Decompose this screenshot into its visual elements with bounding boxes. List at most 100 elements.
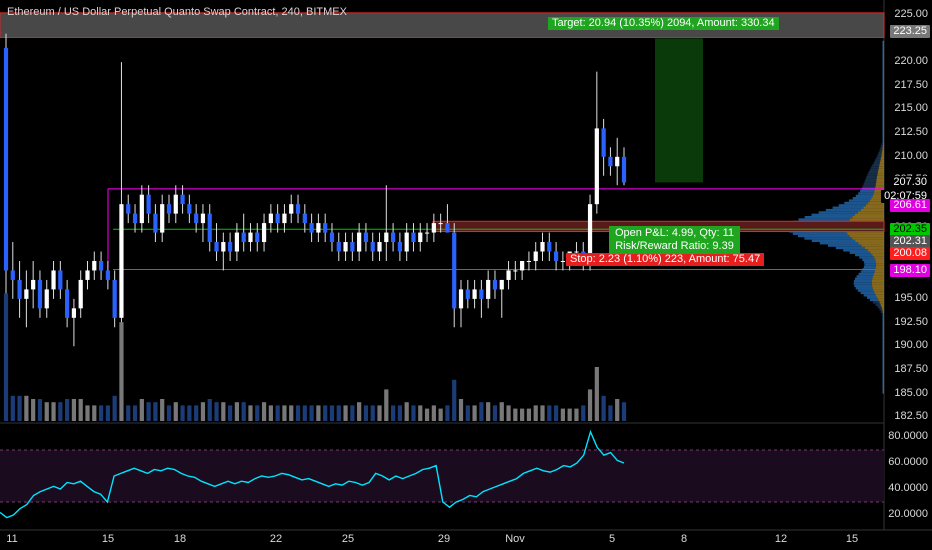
profile-bar-gold xyxy=(855,213,884,216)
volume-bar xyxy=(547,405,552,421)
candle-body xyxy=(533,251,538,261)
profile-bar xyxy=(882,90,884,93)
time-tick-label: 15 xyxy=(101,533,115,545)
profile-bar-gold xyxy=(870,251,884,254)
rsi-tick-label: 40.0000 xyxy=(888,482,928,494)
profile-bar-gold xyxy=(873,275,884,278)
profile-bar xyxy=(882,52,884,55)
price-tag: 200.08 xyxy=(890,247,930,261)
profile-bar xyxy=(882,50,884,53)
profile-bar xyxy=(868,171,878,174)
profile-bar-gold xyxy=(883,374,884,378)
candle-body xyxy=(194,213,199,224)
volume-bar xyxy=(581,405,586,421)
profile-bar xyxy=(857,289,874,292)
profile-bar-gold xyxy=(879,161,884,164)
profile-bar xyxy=(882,69,884,72)
profile-bar xyxy=(876,156,881,160)
profile-bar xyxy=(880,147,883,150)
price-tick-label: 190.00 xyxy=(894,339,928,352)
volume-bar xyxy=(289,405,294,421)
candle-body xyxy=(513,270,518,272)
profile-bar-gold xyxy=(883,59,884,63)
profile-bar xyxy=(863,265,876,269)
profile-bar-gold xyxy=(883,52,884,55)
price-tag: 202.31 xyxy=(890,235,930,249)
profile-bar xyxy=(882,128,884,131)
candle-body xyxy=(289,204,294,214)
profile-bar-gold xyxy=(876,178,884,181)
volume-bar xyxy=(567,408,572,421)
profile-bar-gold xyxy=(883,54,884,58)
volume-bar xyxy=(587,389,593,421)
time-tick-label: Nov xyxy=(505,533,525,545)
profile-bar-gold xyxy=(875,294,884,297)
profile-bar xyxy=(862,185,876,188)
profile-bar-gold xyxy=(883,377,884,380)
profile-bar xyxy=(882,350,884,354)
profile-bar xyxy=(882,40,884,44)
profile-bar-gold xyxy=(883,334,884,337)
profile-bar-gold xyxy=(883,379,884,382)
volume-bar xyxy=(377,405,382,421)
volume-bar xyxy=(194,405,199,421)
profile-bar-gold xyxy=(861,244,884,247)
volume-profile xyxy=(787,40,884,394)
profile-bar xyxy=(882,317,884,321)
profile-bar-gold xyxy=(883,40,884,44)
profile-bar-gold xyxy=(883,391,884,394)
profile-bar xyxy=(882,369,884,373)
profile-bar xyxy=(882,343,884,347)
profile-bar-gold xyxy=(883,140,884,143)
profile-bar-gold xyxy=(873,272,884,276)
candle-body xyxy=(431,223,436,233)
volume-bar xyxy=(78,399,83,421)
candle-body xyxy=(601,128,606,157)
candle-body xyxy=(214,242,219,252)
volume-bar xyxy=(323,405,328,421)
target-zone xyxy=(0,12,885,38)
profile-bar-gold xyxy=(883,142,884,145)
profile-bar xyxy=(882,372,884,375)
profile-bar-gold xyxy=(873,289,884,292)
profile-bar-gold xyxy=(881,305,884,309)
profile-bar xyxy=(881,313,884,316)
profile-bar xyxy=(882,114,884,117)
profile-bar xyxy=(882,88,884,91)
volume-bar xyxy=(520,408,525,421)
profile-bar-gold xyxy=(883,343,884,347)
profile-bar xyxy=(879,308,883,311)
profile-bar-gold xyxy=(874,291,884,295)
profile-bar xyxy=(882,324,884,328)
volume-bar xyxy=(486,402,491,421)
volume-bar xyxy=(92,405,97,421)
candle-body xyxy=(526,260,532,262)
profile-bar-gold xyxy=(875,260,884,264)
profile-bar-gold xyxy=(883,372,884,375)
candle-body xyxy=(574,251,579,253)
candle-body xyxy=(268,213,273,224)
profile-bar-gold xyxy=(883,135,884,138)
profile-bar-gold xyxy=(858,242,884,245)
candle-body xyxy=(316,223,321,233)
profile-bar-gold xyxy=(883,327,884,330)
profile-bar xyxy=(882,95,884,98)
volume-bar xyxy=(17,395,22,421)
volume-bar xyxy=(105,405,110,421)
price-tick-label: 215.00 xyxy=(894,102,928,115)
profile-bar xyxy=(832,206,864,209)
profile-bar xyxy=(882,92,884,96)
profile-bar-gold xyxy=(883,353,884,356)
profile-bar-gold xyxy=(883,69,884,72)
volume-bar xyxy=(139,399,144,421)
volume-bar xyxy=(418,405,423,421)
profile-bar-gold xyxy=(876,175,884,179)
candle-body xyxy=(520,260,525,271)
volume-bar xyxy=(513,408,518,421)
volume-bar xyxy=(146,402,151,421)
profile-bar-gold xyxy=(883,358,884,361)
candle-body xyxy=(479,289,484,299)
profile-bar xyxy=(882,47,884,51)
profile-bar xyxy=(872,301,880,304)
